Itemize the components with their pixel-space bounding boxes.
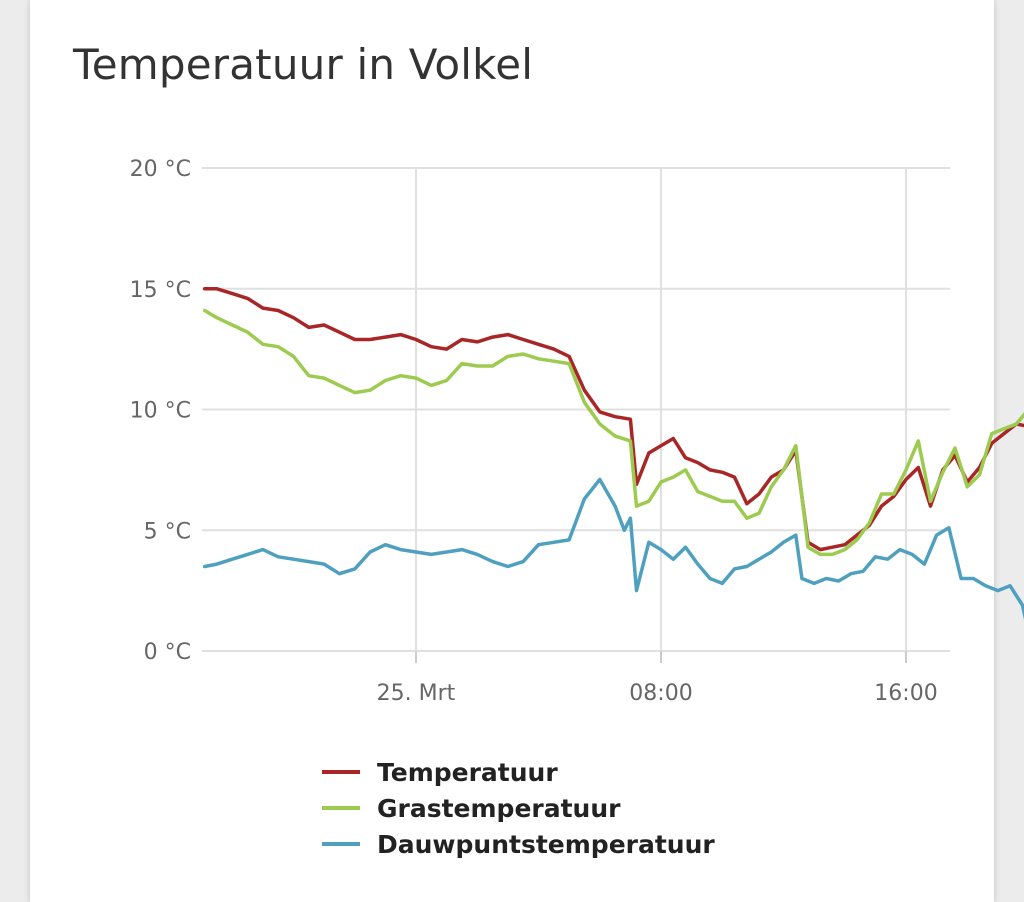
y-tick-label: 20 °C: [130, 157, 191, 182]
x-tick-label: 25. Mrt: [377, 681, 456, 706]
series-line-dauwpuntstemperatuur: [202, 477, 1024, 620]
y-tick-label: 0 °C: [144, 640, 191, 665]
series-line-temperatuur: [202, 287, 1024, 552]
legend-label: Dauwpuntstemperatuur: [377, 830, 715, 859]
x-tick-label: 16:00: [874, 681, 937, 706]
y-tick-label: 10 °C: [130, 399, 191, 424]
legend-item[interactable]: Temperatuur: [322, 758, 558, 787]
legend-label: Temperatuur: [377, 758, 558, 787]
chart-title: Temperatuur in Volkel: [73, 40, 534, 89]
legend-item[interactable]: Grastemperatuur: [322, 794, 621, 823]
chart-card: [30, 0, 994, 902]
y-tick-label: 5 °C: [144, 519, 191, 544]
x-tick-label: 08:00: [629, 681, 692, 706]
legend-label: Grastemperatuur: [377, 794, 621, 823]
y-tick-label: 15 °C: [130, 278, 191, 303]
legend-item[interactable]: Dauwpuntstemperatuur: [322, 830, 715, 859]
series-line-grastemperatuur: [202, 308, 1024, 557]
